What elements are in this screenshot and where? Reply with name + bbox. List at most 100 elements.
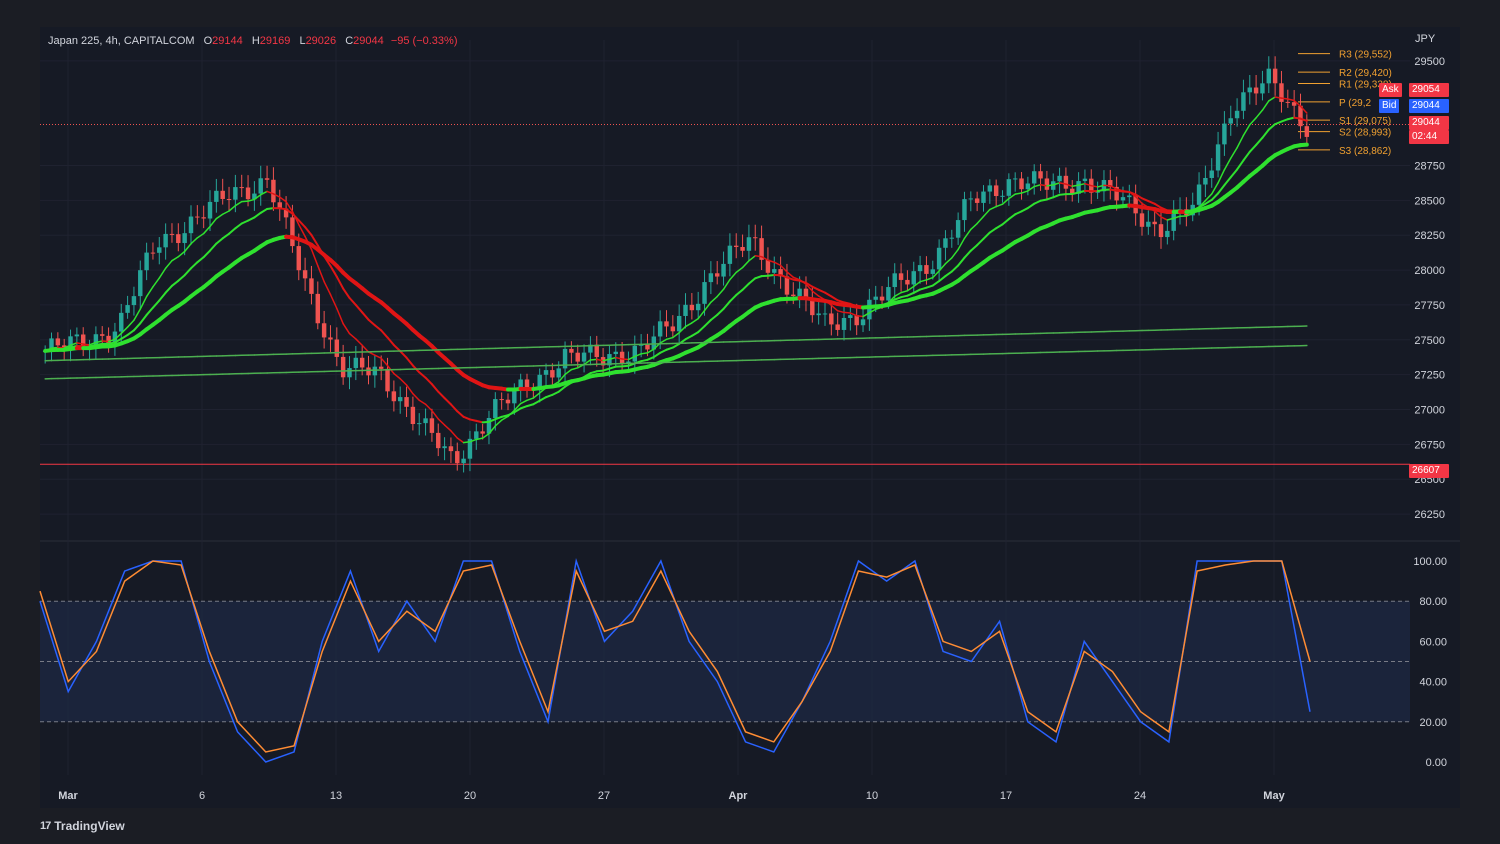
candle-body [981, 191, 986, 203]
ma-fast-line [811, 290, 820, 297]
candle-body [695, 303, 701, 311]
x-tick-label: 17 [1000, 790, 1012, 802]
ma-mid-line [938, 275, 947, 283]
ma-mid-line [513, 407, 522, 414]
ma-fast-line [729, 271, 737, 281]
candle-body [1012, 178, 1018, 180]
ma-mid-line [285, 208, 294, 215]
candle-body [429, 418, 435, 433]
ma-mid-line [126, 329, 135, 336]
candle-body [651, 336, 657, 350]
ma-fast-line [634, 353, 642, 358]
ma-fast-line [1109, 184, 1118, 190]
ma-mid-line [519, 405, 529, 410]
ma-fast-line [500, 415, 509, 421]
ma-fast-line [266, 190, 275, 195]
ma-fast-line [678, 325, 687, 334]
x-tick-label: Apr [729, 790, 749, 802]
ma-mid-line [1026, 202, 1036, 210]
ma-mid-line [1096, 188, 1105, 193]
candle-body [1000, 195, 1005, 197]
ma-mid-line [240, 219, 250, 225]
x-tick-label: May [1263, 790, 1285, 802]
candle-body [803, 288, 809, 300]
candle-body [1152, 221, 1157, 225]
stoch-y-tick-label: 20.00 [1419, 717, 1447, 729]
ma-fast-line [494, 419, 503, 427]
candle-body [829, 313, 834, 325]
ma-fast-line [963, 228, 972, 240]
ma-fast-line [925, 276, 934, 281]
pivot-label: S3 (28,862) [1339, 146, 1391, 157]
pivot-label: R2 (29,420) [1339, 68, 1392, 79]
ma-mid-line [278, 207, 288, 211]
candle-body [55, 338, 61, 346]
tradingview-logo[interactable]: 17 TradingView [40, 819, 125, 833]
ma-fast-line [285, 200, 294, 213]
x-tick-label: 27 [598, 790, 610, 802]
candle-body [1038, 171, 1043, 179]
ma-fast-line [1185, 212, 1194, 217]
ma-mid-line [177, 274, 186, 282]
ma-fast-line [76, 342, 84, 345]
ma-mid-line [1039, 198, 1048, 202]
ma-mid-line [557, 385, 567, 393]
candle-body [417, 423, 422, 425]
ma-fast-line [596, 358, 604, 362]
close-value: 29044 [353, 35, 384, 47]
ma-mid-line [545, 393, 554, 399]
pivot-label: R3 (29,552) [1339, 50, 1392, 61]
ma-mid-line [640, 358, 649, 363]
ma-mid-line [982, 231, 991, 240]
ma-fast-line [792, 276, 801, 281]
candle-body [772, 269, 777, 273]
ma-mid-line [703, 318, 712, 328]
candle-body [638, 344, 644, 346]
candle-body [1139, 213, 1145, 227]
ma-mid-line [424, 376, 433, 386]
candle-body [626, 361, 631, 364]
ma-fast-line [646, 348, 655, 354]
candle-body [955, 220, 961, 238]
ma-fast-line [513, 402, 522, 412]
ma-mid-line [811, 285, 820, 291]
currency-label: JPY [1415, 33, 1436, 45]
ma-fast-line [843, 311, 852, 314]
candle-body [594, 344, 599, 358]
candle-body [537, 374, 542, 391]
ma-mid-line [94, 342, 104, 346]
candle-body [657, 321, 663, 337]
ma-fast-line [336, 307, 344, 325]
ma-fast-line [760, 255, 769, 262]
candle-body [753, 237, 758, 239]
ma-fast-line [298, 223, 306, 238]
ma-mid-line [608, 365, 617, 370]
ma-mid-line [532, 399, 541, 406]
ma-mid-line [494, 415, 503, 421]
ma-fast-line [786, 271, 795, 279]
ma-fast-line [1230, 146, 1238, 160]
y-tick-label: 27000 [1414, 405, 1445, 417]
ma-mid-line [766, 273, 776, 277]
ma-fast-line [703, 301, 712, 312]
ma-fast-line [1001, 197, 1010, 205]
ma-mid-line [475, 419, 484, 424]
ma-fast-line [754, 255, 763, 258]
candle-body [613, 351, 618, 355]
ma-fast-line [621, 358, 630, 361]
x-tick-label: 24 [1134, 790, 1146, 802]
ma-mid-line [1001, 218, 1010, 226]
chart-header: Japan 225, 4h, CAPITALCOM O29144 H29169 … [48, 35, 457, 47]
ma-mid-line [266, 207, 275, 210]
ma-mid-line [906, 291, 915, 297]
ma-fast-line [1287, 98, 1295, 102]
candle-body [556, 368, 561, 378]
candle-body [702, 282, 707, 304]
candle-body [1285, 101, 1291, 103]
ma-mid-line [823, 291, 833, 298]
ma-mid-line [1248, 143, 1258, 153]
ma-mid-line [221, 232, 231, 240]
ma-mid-line [449, 403, 459, 413]
candle-body [765, 259, 771, 273]
